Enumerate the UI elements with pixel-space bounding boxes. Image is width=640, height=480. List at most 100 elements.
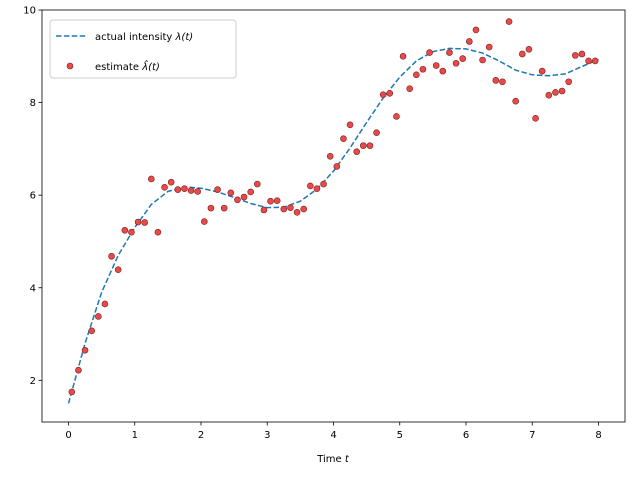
- scatter-point: [227, 189, 235, 197]
- scatter-point: [293, 209, 301, 216]
- scatter-point: [532, 115, 539, 122]
- scatter-point: [260, 206, 268, 214]
- scatter-point: [591, 57, 599, 65]
- scatter-point: [161, 184, 168, 191]
- legend-line-symbol: λ(t): [175, 32, 194, 43]
- scatter-point: [134, 218, 142, 226]
- scatter-point: [108, 252, 115, 260]
- x-tick-label: 6: [463, 430, 469, 441]
- scatter-point: [346, 121, 354, 129]
- scatter-point: [220, 204, 228, 212]
- scatter-point: [538, 67, 546, 75]
- scatter-point: [75, 366, 82, 374]
- scatter-point: [432, 62, 440, 69]
- x-tick-label: 4: [330, 430, 336, 441]
- y-tick-label: 2: [30, 376, 36, 387]
- scatter-point: [379, 91, 387, 99]
- scatter-point: [326, 152, 334, 160]
- scatter-point: [558, 87, 566, 95]
- scatter-point: [419, 65, 427, 73]
- x-tick-label: 3: [264, 430, 270, 441]
- scatter-point: [519, 50, 526, 58]
- scatter-point: [393, 113, 400, 120]
- scatter-point: [287, 204, 294, 211]
- scatter-point: [300, 205, 307, 213]
- scatter-point: [234, 196, 241, 204]
- x-tick-label: 8: [595, 430, 601, 441]
- legend-marker-label: estimate λ̂(t): [95, 59, 160, 73]
- scatter-point: [207, 204, 215, 212]
- x-axis-label-var: t: [345, 454, 350, 465]
- scatter-point: [240, 193, 248, 201]
- scatter-point: [167, 178, 175, 186]
- legend: actual intensity λ(t) estimate λ̂(t): [49, 19, 237, 79]
- scatter-point: [373, 129, 380, 136]
- plot-area: [67, 18, 599, 404]
- scatter-point: [459, 55, 466, 62]
- scatter-point: [525, 46, 533, 53]
- scatter-point: [307, 182, 314, 190]
- scatter-point: [340, 135, 347, 142]
- scatter-point: [280, 205, 288, 213]
- scatter-point: [353, 148, 360, 155]
- scatter-point: [201, 218, 208, 225]
- scatter-point: [386, 90, 394, 97]
- scatter-point: [439, 67, 447, 75]
- data-layer: [67, 18, 599, 404]
- scatter-point: [128, 228, 135, 236]
- y-tick-label: 4: [30, 283, 36, 294]
- scatter-point: [572, 52, 579, 59]
- scatter-point: [88, 327, 95, 335]
- x-tick-label: 0: [65, 430, 71, 441]
- x-tick-label: 5: [397, 430, 403, 441]
- scatter-point: [154, 228, 162, 236]
- scatter-point: [505, 18, 513, 25]
- scatter-point: [181, 185, 188, 192]
- axes: 0 1 2 3 4 5 6 7 8 2 4 6 8 10: [23, 6, 626, 441]
- scatter-point: [545, 91, 553, 99]
- y-tick-label: 6: [30, 191, 36, 202]
- scatter-point: [499, 78, 506, 86]
- scatter-point: [466, 38, 473, 45]
- scatter-point: [565, 78, 572, 86]
- scatter-point: [214, 186, 221, 193]
- legend-line-text: actual intensity: [95, 32, 172, 43]
- scatter-point: [273, 197, 281, 205]
- legend-marker-swatch: [66, 62, 74, 70]
- scatter-point: [247, 188, 254, 196]
- x-tick-label: 2: [198, 430, 204, 441]
- scatter-point: [552, 89, 559, 96]
- scatter-point: [426, 49, 433, 56]
- x-tick-label: 1: [132, 430, 138, 441]
- scatter-point: [320, 180, 327, 188]
- legend-box: [49, 19, 237, 79]
- scatter-point: [472, 26, 480, 34]
- scatter-point: [333, 163, 341, 170]
- scatter-point: [452, 59, 460, 67]
- scatter-point: [406, 85, 413, 92]
- scatter-point: [254, 180, 261, 188]
- x-axis-label: Time t: [316, 454, 350, 465]
- scatter-point: [68, 388, 76, 396]
- legend-line-label: actual intensity λ(t): [95, 32, 193, 43]
- legend-marker-text: estimate: [95, 62, 139, 73]
- scatter-point: [413, 71, 420, 79]
- scatter-point: [446, 49, 453, 56]
- scatter-point: [585, 57, 592, 65]
- scatter-point: [492, 77, 500, 84]
- scatter-point: [360, 142, 367, 149]
- scatter-point: [187, 187, 195, 194]
- scatter-point: [114, 266, 122, 274]
- scatter-point: [194, 188, 201, 195]
- scatter-point: [95, 313, 102, 320]
- scatter-point: [121, 227, 129, 234]
- scatter-point: [267, 197, 274, 205]
- scatter-point: [485, 43, 493, 51]
- scatter-point: [101, 300, 109, 308]
- scatter-point: [512, 97, 519, 105]
- scatter-point: [479, 56, 486, 64]
- scatter-point: [174, 186, 182, 193]
- x-tick-label: 7: [529, 430, 535, 441]
